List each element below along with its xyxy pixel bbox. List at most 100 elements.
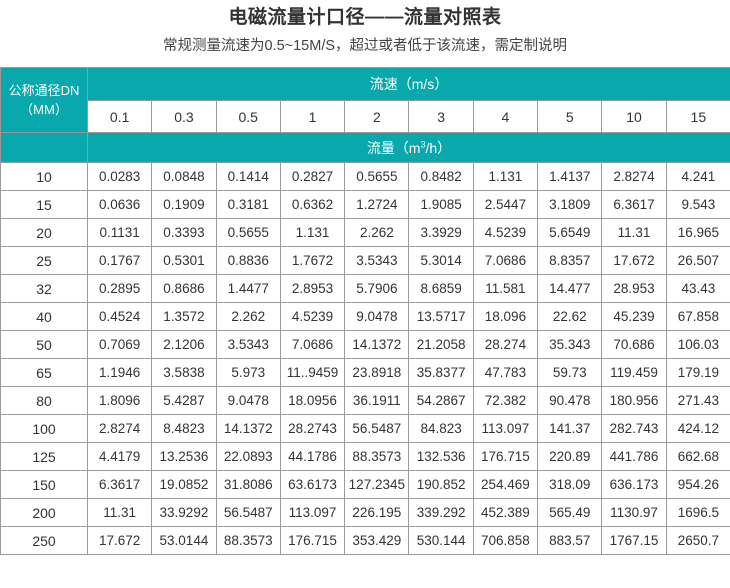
flow-value-cell: 14.477	[537, 274, 603, 303]
table-row: 150 6.3617 19.0852 31.8086 63.6173 127.2345 19…	[0, 470, 730, 499]
flow-value-cell: 9.543	[665, 190, 730, 219]
flow-value-cell: 45.239	[601, 302, 667, 331]
flow-value-cell: 6.3617	[601, 190, 667, 219]
flow-value-cell: 127.2345	[344, 470, 410, 499]
flow-value-cell: 2.8274	[86, 414, 153, 443]
flow-value-cell: 5.3014	[408, 246, 474, 275]
flow-value-cell: 339.292	[408, 498, 474, 527]
page-subtitle: 常规测量流速为0.5~15M/S，超过或者低于该流速，需定制说明	[162, 38, 568, 54]
flow-value-cell: 3.5343	[215, 330, 281, 359]
table-head: 公称通径DN （MM） 流速（m/s） 0.1 0.3 0.5 1 2 3 4 …	[0, 67, 730, 163]
dn-value-cell: 15	[0, 190, 88, 219]
flow-group-spacer-cell	[0, 132, 88, 163]
flow-value-cell: 1.7672	[279, 246, 346, 275]
flow-value-cell: 119.459	[601, 358, 667, 387]
flow-label-exponent: 3	[420, 138, 426, 149]
velocity-col-8: 10	[601, 100, 667, 133]
flow-value-cell: 353.429	[344, 526, 410, 555]
flow-value-cell: 0.7069	[86, 330, 153, 359]
flow-value-cell: 11..9459	[279, 358, 346, 387]
flow-value-cell: 67.858	[665, 302, 730, 331]
flow-value-cell: 883.57	[537, 526, 603, 555]
flow-value-cell: 36.1911	[344, 386, 410, 415]
flow-value-cell: 179.19	[665, 358, 730, 387]
table-row: 125 4.4179 13.2536 22.0893 44.1786 88.3573 132…	[0, 442, 730, 471]
table-row: 20 0.1131 0.3393 0.5655 1.131 2.262 3.3929 4.52…	[0, 218, 730, 247]
page-title: 电磁流量计口径——流量对照表	[228, 7, 502, 28]
flow-value-cell: 530.144	[408, 526, 474, 555]
table-row: 200 11.31 33.9292 56.5487 113.097 226.195 339.…	[0, 498, 730, 527]
table-row: 65 1.1946 3.5838 5.973 11..9459 23.8918 35.837…	[0, 358, 730, 387]
flow-value-cell: 23.8918	[344, 358, 410, 387]
flow-value-cell: 47.783	[472, 358, 539, 387]
flow-value-cell: 5.4287	[151, 386, 217, 415]
flow-value-cell: 282.743	[601, 414, 667, 443]
flow-value-cell: 8.8357	[537, 246, 603, 275]
flow-value-cell: 0.5301	[151, 246, 217, 275]
title-block: 电磁流量计口径——流量对照表 常规测量流速为0.5~15M/S，超过或者低于该流…	[0, 0, 730, 59]
flow-value-cell: 954.26	[665, 470, 730, 499]
flow-value-cell: 8.4823	[151, 414, 217, 443]
velocity-col-9: 15	[665, 100, 730, 133]
flow-value-cell: 565.49	[537, 498, 603, 527]
flow-value-cell: 1.131	[472, 162, 539, 191]
flow-value-cell: 1.8096	[86, 386, 153, 415]
dn-value-cell: 25	[0, 246, 88, 275]
flow-value-cell: 0.4524	[86, 302, 153, 331]
table-row: 250 17.672 53.0144 88.3573 176.715 353.429 530…	[0, 526, 730, 555]
flow-value-cell: 0.0283	[86, 162, 153, 191]
flow-value-cell: 33.9292	[151, 498, 217, 527]
flow-value-cell: 1.9085	[408, 190, 474, 219]
flow-value-cell: 5.7906	[344, 274, 410, 303]
flow-label-post: /h）	[425, 139, 452, 156]
flow-value-cell: 19.0852	[151, 470, 217, 499]
table-body: 10 0.0283 0.0848 0.1414 0.2827 0.5655 0.8482 1.…	[0, 162, 730, 555]
flow-value-cell: 0.5655	[344, 162, 410, 191]
flow-value-cell: 318.09	[537, 470, 603, 499]
flow-value-cell: 16.965	[665, 218, 730, 247]
flow-value-cell: 2.8953	[279, 274, 346, 303]
dn-value-cell: 80	[0, 386, 88, 415]
table-row: 25 0.1767 0.5301 0.8836 1.7672 3.5343 5.3014 7.…	[0, 246, 730, 275]
flow-value-cell: 7.0686	[279, 330, 346, 359]
flow-value-cell: 4.4179	[86, 442, 153, 471]
header-row-group: 公称通径DN （MM） 流速（m/s）	[0, 67, 730, 133]
flow-value-cell: 271.43	[665, 386, 730, 415]
flow-value-cell: 11.31	[86, 498, 153, 527]
flow-value-cell: 28.2743	[279, 414, 346, 443]
dn-value-cell: 32	[0, 274, 88, 303]
flow-value-cell: 11.31	[601, 218, 667, 247]
flow-value-cell: 0.0848	[151, 162, 217, 191]
flow-value-cell: 3.5838	[151, 358, 217, 387]
flow-group-header: 流量（m3/h）	[87, 132, 730, 163]
flow-label-pre: 流量（m	[366, 139, 421, 156]
flow-value-cell: 84.823	[408, 414, 474, 443]
header-row-velocities: 0.1 0.3 0.5 1 2 3 4 5 10 15	[1, 100, 730, 133]
velocity-col-0: 0.1	[86, 100, 153, 133]
flow-value-cell: 452.389	[472, 498, 539, 527]
velocity-col-3: 1	[279, 100, 346, 133]
flow-value-cell: 176.715	[472, 442, 539, 471]
flow-value-cell: 88.3573	[215, 526, 281, 555]
table-row: 32 0.2895 0.8686 1.4477 2.8953 5.7906 8.6859 11…	[0, 274, 730, 303]
flow-value-cell: 21.2058	[408, 330, 474, 359]
flow-value-cell: 0.6362	[279, 190, 346, 219]
flow-value-cell: 1.1946	[86, 358, 153, 387]
flow-value-cell: 56.5487	[215, 498, 281, 527]
dn-value-cell: 125	[0, 442, 88, 471]
flow-value-cell: 18.096	[472, 302, 539, 331]
flow-value-cell: 113.097	[279, 498, 346, 527]
flow-value-cell: 2.262	[344, 218, 410, 247]
flow-value-cell: 9.0478	[344, 302, 410, 331]
flow-value-cell: 0.8686	[151, 274, 217, 303]
flow-value-cell: 0.3393	[151, 218, 217, 247]
flow-value-cell: 4.5239	[279, 302, 346, 331]
flow-value-cell: 5.6549	[537, 218, 603, 247]
flow-value-cell: 0.8836	[215, 246, 281, 275]
dn-header-cell: 公称通径DN （MM）	[0, 67, 88, 133]
flow-value-cell: 0.8482	[408, 162, 474, 191]
flow-value-cell: 113.097	[472, 414, 539, 443]
flow-value-cell: 1696.5	[665, 498, 730, 527]
flow-value-cell: 17.672	[601, 246, 667, 275]
